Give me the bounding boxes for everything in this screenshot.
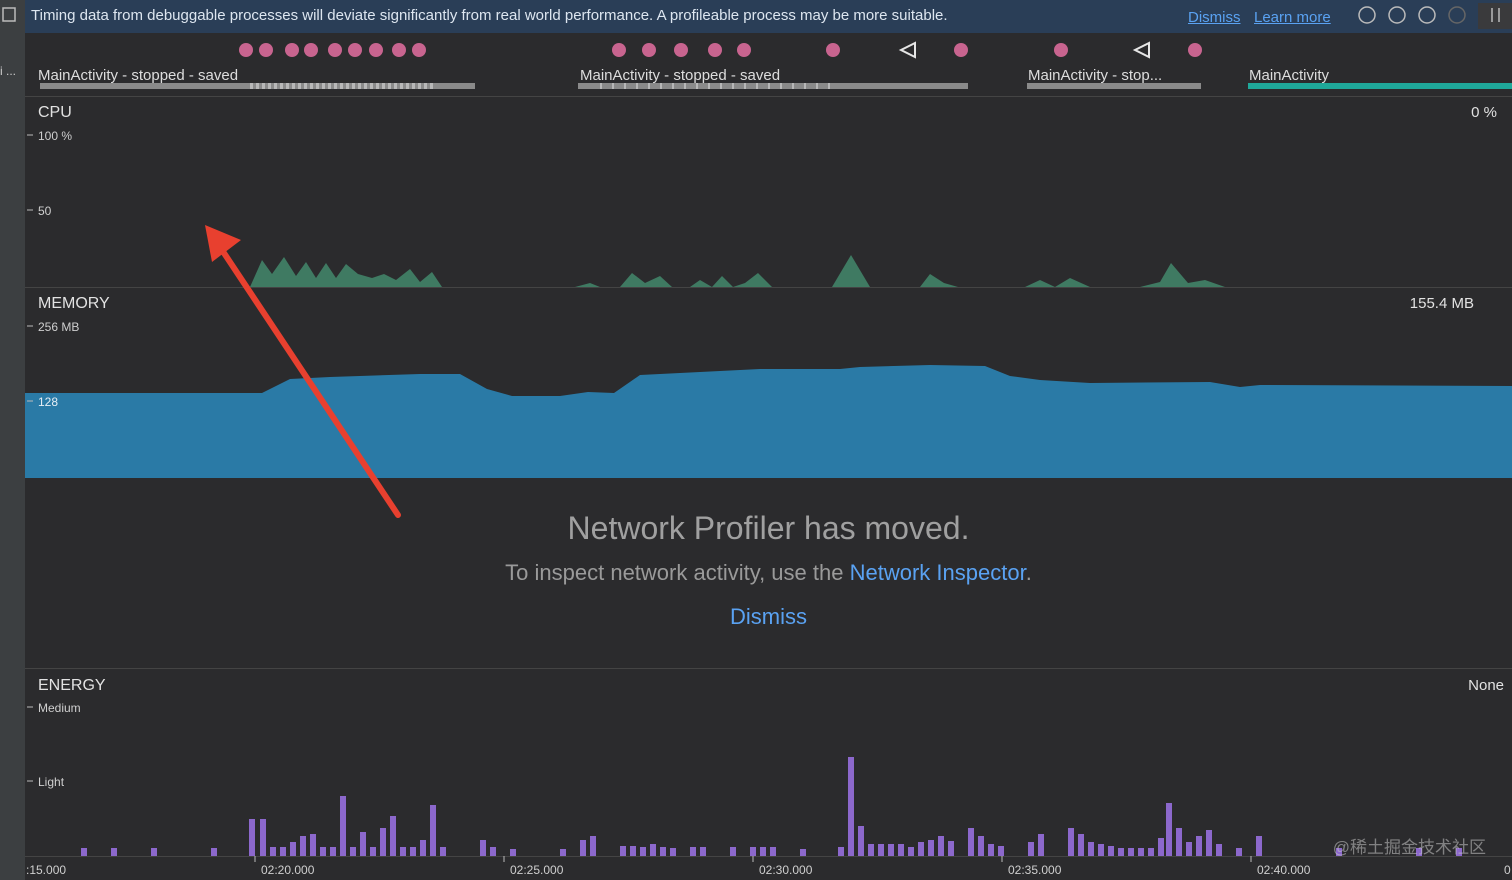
session-label: MainActivity - stopped - saved [580, 67, 781, 84]
event-dot [328, 43, 342, 57]
time-label: 02:35.000 [1008, 863, 1062, 877]
session-label: MainActivity - stop... [1028, 67, 1163, 84]
arrow-head [205, 225, 241, 262]
reset-zoom[interactable] [1418, 6, 1436, 24]
time-label: 0 [1504, 863, 1511, 877]
network-notice-body: To inspect network activity, use the [505, 560, 844, 585]
network-notice-text: To inspect network activity, use the Net… [25, 560, 1512, 586]
memory-tick-label: 256 MB [38, 320, 80, 334]
time-label: 02:25.000 [510, 863, 564, 877]
sidebar-label: i ... [0, 64, 17, 78]
time-label: 02:30.000 [759, 863, 813, 877]
arrow-shaft [219, 247, 401, 518]
event-dot [708, 43, 722, 57]
event-dot [304, 43, 318, 57]
watermark: @稀土掘金技术社区 [1332, 838, 1486, 857]
back-event [898, 41, 916, 59]
event-dot [1188, 43, 1202, 57]
event-dot [826, 43, 840, 57]
event-dot [737, 43, 751, 57]
time-label: 02:20.000 [261, 863, 315, 877]
event-dot [239, 43, 253, 57]
energy-title[interactable]: ENERGY [38, 677, 106, 694]
annotation-arrow [205, 225, 401, 518]
sidebar-toggle[interactable] [2, 7, 16, 22]
event-dots [239, 43, 1202, 57]
banner-bg [25, 0, 1512, 33]
event-dot [954, 43, 968, 57]
cpu-usage-area [250, 255, 1225, 287]
energy-tick-label: Medium [38, 701, 81, 715]
banner-learn-more[interactable]: Learn more [1254, 9, 1331, 26]
banner-message: Timing data from debuggable processes wi… [31, 7, 948, 24]
network-notice-title: Network Profiler has moved. [567, 510, 970, 546]
back-event [1132, 41, 1150, 59]
energy-tick-label: Light [38, 775, 65, 789]
event-dot [392, 43, 406, 57]
event-dot [285, 43, 299, 57]
session-label: MainActivity - stopped - saved [38, 67, 239, 84]
zoom-controls [1358, 3, 1512, 29]
memory-usage-area [25, 365, 1512, 478]
session-label: MainActivity [1249, 67, 1330, 84]
cpu-current: 0 % [1471, 104, 1497, 121]
dividers [25, 96, 1512, 857]
energy-usage-bars [81, 757, 1462, 856]
event-dot [642, 43, 656, 57]
event-dot [1054, 43, 1068, 57]
event-dot [259, 43, 273, 57]
memory-current: 155.4 MB [1409, 295, 1474, 312]
energy-current: None [1468, 677, 1504, 694]
zoom-out[interactable] [1358, 6, 1376, 24]
go-live[interactable] [1448, 6, 1466, 24]
cpu-tick-label: 100 % [38, 129, 73, 143]
axis-ticks [27, 134, 1252, 862]
time-label: 02:40.000 [1257, 863, 1311, 877]
back-events [898, 41, 1150, 59]
event-dot [348, 43, 362, 57]
network-notice-dismiss[interactable]: Dismiss [730, 604, 807, 629]
network-notice-period: . [1025, 560, 1032, 585]
cpu-tick-label: 50 [38, 204, 52, 218]
event-dot [674, 43, 688, 57]
zoom-in[interactable] [1388, 6, 1406, 24]
banner-dismiss[interactable]: Dismiss [1188, 9, 1241, 26]
event-dot [412, 43, 426, 57]
event-dot [369, 43, 383, 57]
sidebar [0, 0, 25, 880]
cpu-title[interactable]: CPU [38, 104, 72, 121]
memory-tick-label: 128 [38, 395, 59, 409]
event-dot [612, 43, 626, 57]
network-inspector-link[interactable]: Network Inspector [849, 560, 1026, 585]
time-label: :15.000 [26, 863, 67, 877]
pause-bg[interactable] [1478, 3, 1512, 29]
memory-title[interactable]: MEMORY [38, 295, 110, 312]
